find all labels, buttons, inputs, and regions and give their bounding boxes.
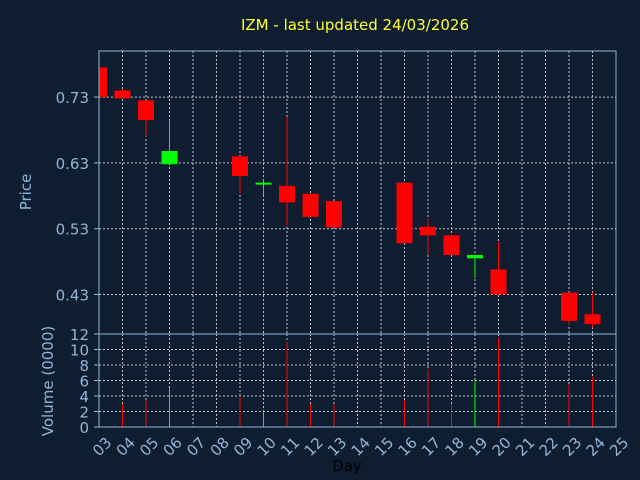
x-tick-label: 07: [183, 434, 209, 460]
volume-tick-label: 2: [79, 404, 89, 422]
x-tick-label: 08: [207, 434, 233, 460]
candle-body: [396, 182, 413, 244]
volume-tick-label: 8: [79, 357, 89, 375]
x-tick-label: 18: [442, 434, 468, 460]
x-tick-label: 16: [395, 434, 421, 460]
chart-title: IZM - last updated 24/03/2026: [241, 16, 469, 34]
candle-body: [99, 67, 107, 98]
candle-body: [279, 185, 295, 203]
candle-19: [467, 255, 483, 279]
candles: [98, 67, 601, 328]
candle-18: [443, 235, 460, 256]
candle-body: [561, 292, 577, 321]
candle-06: [161, 120, 178, 165]
candle-10: [255, 179, 272, 196]
x-tick-label: 22: [536, 434, 562, 460]
volume-tick-label: 12: [70, 326, 89, 344]
candle-body: [302, 193, 319, 217]
x-tick-label: 25: [606, 434, 632, 460]
candle-12: [302, 193, 319, 217]
x-tick-label: 05: [136, 434, 162, 460]
candle-16: [396, 182, 413, 244]
candle-body: [490, 269, 507, 295]
price-grid: [98, 51, 617, 334]
volume-grid: [98, 333, 617, 428]
candle-23: [561, 292, 577, 326]
x-tick-label: 04: [113, 434, 139, 460]
x-tick-label: 06: [160, 434, 186, 460]
candle-13: [326, 201, 342, 228]
price-tick-label: 0.43: [56, 287, 89, 305]
x-tick-label: 19: [465, 434, 491, 460]
candle-11: [279, 116, 295, 226]
candle-body: [232, 156, 248, 177]
volume-tick-label: 6: [79, 373, 89, 391]
price-y-ticks: 0.43 0.53 0.63 0.73: [56, 89, 99, 305]
x-tick-label: 03: [89, 434, 115, 460]
x-axis-label: Day: [332, 457, 362, 475]
price-tick-label: 0.73: [56, 89, 89, 107]
x-tick-label: 14: [348, 434, 374, 460]
volume-axis-label: Volume (0000): [39, 326, 57, 436]
x-tick-label: 23: [559, 434, 585, 460]
volume-tick-label: 4: [79, 388, 89, 406]
x-tick-label: 12: [301, 434, 327, 460]
candle-09: [232, 156, 248, 194]
candle-body: [467, 255, 483, 259]
x-tick-label: 20: [489, 434, 515, 460]
candle-body: [584, 314, 601, 325]
candle-03: [98, 67, 107, 98]
x-tick-label: 10: [254, 434, 280, 460]
price-tick-label: 0.63: [56, 155, 89, 173]
volume-tick-label: 0: [79, 419, 89, 437]
candle-body: [138, 100, 154, 121]
x-ticks: 0304050607080910111213141516171819202122…: [89, 434, 632, 460]
candle-body: [443, 235, 460, 256]
x-tick-label: 17: [418, 434, 444, 460]
price-axis-label: Price: [17, 174, 35, 211]
candle-20: [490, 241, 507, 295]
volume-tick-label: 10: [70, 342, 89, 360]
x-tick-label: 24: [583, 434, 609, 460]
x-tick-label: 13: [324, 434, 350, 460]
price-tick-label: 0.53: [56, 221, 89, 239]
candle-24: [584, 292, 601, 328]
candle-body: [326, 201, 342, 228]
x-tick-label: 15: [371, 434, 397, 460]
candle-body: [420, 226, 436, 236]
candle-05: [138, 100, 154, 137]
x-tick-label: 09: [230, 434, 256, 460]
candle-body: [255, 182, 272, 185]
x-tick-label: 11: [277, 434, 303, 460]
candle-17: [420, 218, 436, 256]
candle-body: [161, 151, 178, 165]
candle-body: [114, 90, 131, 99]
volume-bars: [122, 337, 593, 427]
candle-04: [114, 89, 131, 99]
x-tick-label: 21: [512, 434, 538, 460]
